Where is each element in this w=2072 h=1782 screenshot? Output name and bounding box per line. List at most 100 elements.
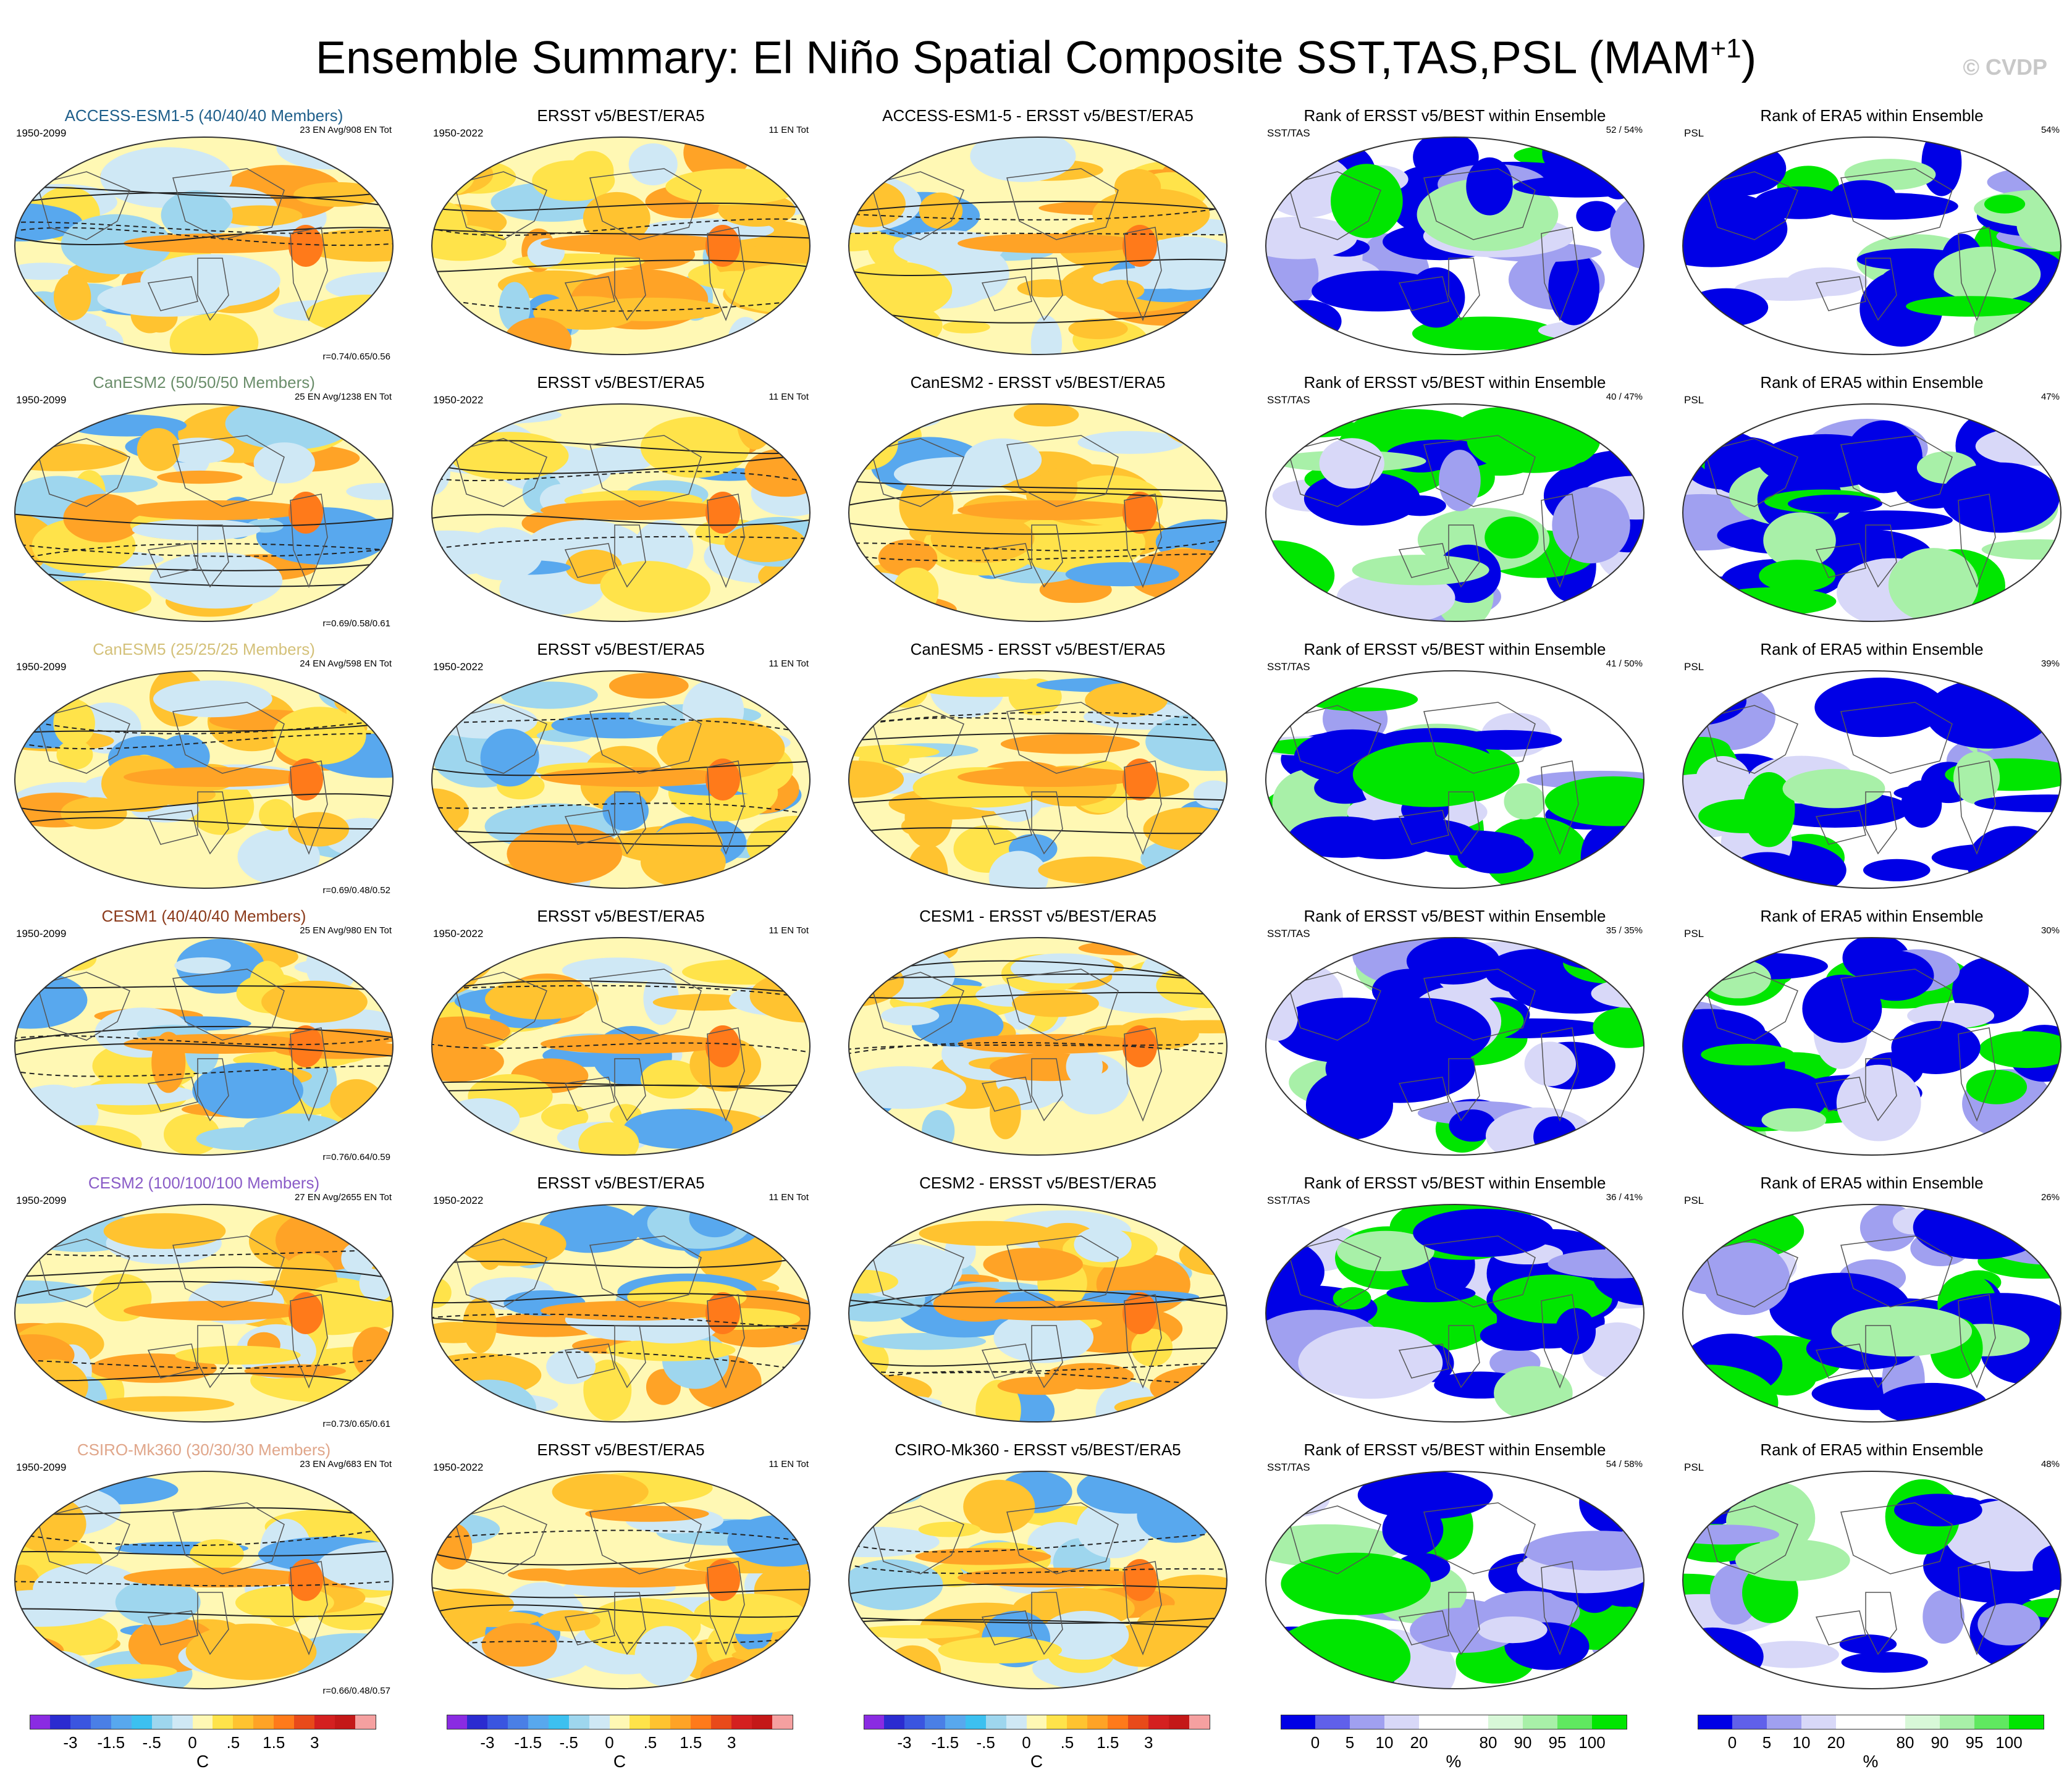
anomaly-region [485, 978, 599, 1020]
rank-sst-title: Rank of ERSST v5/BEST within Ensemble [1303, 106, 1606, 125]
observation-panel: ERSST v5/BEST/ERA5 1950-2022 11 EN Tot [423, 907, 819, 1172]
anomaly-region [938, 1637, 1062, 1663]
anomaly-region [641, 1060, 702, 1099]
rank-region [1830, 180, 1896, 211]
rank-region [1352, 742, 1507, 807]
rank-psl-title: Rank of ERA5 within Ensemble [1760, 640, 1984, 658]
colorbar-swatch [1698, 1715, 1733, 1729]
coastline [1398, 810, 1449, 845]
anomaly-region [330, 1079, 383, 1122]
rank-region [1684, 288, 1769, 327]
colorbar-swatch [1384, 1715, 1420, 1729]
colorbar-tick: .5 [1060, 1733, 1074, 1752]
anomaly-region [849, 1526, 940, 1558]
colorbar-swatch [294, 1715, 316, 1729]
coastline [614, 1058, 646, 1122]
map-border [1682, 403, 2061, 622]
anomaly-region [997, 1376, 1079, 1395]
composite-map [14, 670, 394, 889]
anomaly-region [562, 957, 673, 983]
coastline [36, 438, 130, 507]
colorbar-swatch [1488, 1715, 1523, 1729]
colorbar-swatch [1108, 1715, 1129, 1729]
anomaly-region [628, 143, 678, 186]
anomaly-region [1074, 1227, 1132, 1263]
colorbar-swatch [1026, 1715, 1048, 1729]
psl-contour [15, 1580, 393, 1587]
map-border [14, 403, 394, 622]
south-america-warm [1122, 492, 1157, 534]
psl-contour [15, 721, 393, 734]
colorbar-swatch [30, 1715, 51, 1729]
rank-sst-percent: 54 / 58% [1606, 1459, 1643, 1469]
anomaly-region [583, 1360, 632, 1421]
rank-sst-label: SST/TAS [1267, 928, 1310, 939]
enso-warm-band [541, 1568, 726, 1587]
rank-psl-title: Rank of ERA5 within Ensemble [1760, 373, 1984, 392]
rank-map [1682, 937, 2061, 1156]
map-border [1265, 670, 1645, 889]
rank-sst-title: Rank of ERSST v5/BEST within Ensemble [1303, 907, 1606, 925]
rank-colorbar: 0 5 10 20 80 90 95 100% [1698, 1715, 2044, 1776]
psl-contour [849, 538, 1227, 552]
anomaly-region [1010, 953, 1115, 984]
map-border [1682, 937, 2061, 1156]
difference-panel: CanESM5 - ERSST v5/BEST/ERA5 [840, 640, 1236, 906]
rank-map [1265, 1204, 1645, 1423]
coastline [1006, 969, 1119, 1041]
coastline [1958, 760, 1996, 855]
pattern-correlation: r=0.74/0.65/0.56 [322, 351, 390, 362]
colorbar-swatch [1087, 1715, 1109, 1729]
anomaly-region [18, 1359, 88, 1413]
psl-contour [15, 227, 393, 246]
enso-warm-band [541, 1034, 726, 1054]
rank-psl-panel: Rank of ERA5 within Ensemble PSL 54% [1674, 106, 2070, 372]
difference-panel: CSIRO-Mk360 - ERSST v5/BEST/ERA5 [840, 1440, 1236, 1706]
observation-panel: ERSST v5/BEST/ERA5 1950-2022 11 EN Tot [423, 106, 819, 372]
south-america-warm [705, 1025, 740, 1067]
rank-psl-title: Rank of ERA5 within Ensemble [1760, 106, 1984, 125]
rank-region [1704, 959, 1771, 999]
colorbar-swatch [1067, 1715, 1089, 1729]
coastline [589, 969, 702, 1041]
psl-contour [849, 1347, 1227, 1367]
enso-warm-band [958, 1034, 1143, 1054]
rank-region [1504, 783, 1546, 820]
colorbar-swatch [253, 1715, 275, 1729]
anomaly-region [1078, 941, 1172, 956]
colorbar-swatch [772, 1715, 793, 1729]
rank-region [1782, 768, 1885, 809]
obs-period-label: 1950-2022 [433, 1195, 484, 1206]
colorbar-swatch [1732, 1715, 1767, 1729]
anomaly-region [1092, 188, 1210, 240]
obs-title: ERSST v5/BEST/ERA5 [537, 373, 705, 392]
period-label: 1950-2099 [16, 1461, 67, 1473]
colorbar-swatch [670, 1715, 692, 1729]
anomaly-region [1076, 1498, 1153, 1558]
anomaly-region [970, 137, 1076, 182]
pattern-correlation: r=0.69/0.58/0.61 [322, 618, 390, 629]
south-america-warm [288, 759, 323, 801]
anomaly-region [480, 728, 539, 787]
colorbar-unit: C [613, 1752, 626, 1771]
anomaly-region [253, 442, 315, 484]
coastline [707, 760, 745, 855]
south-america-warm [705, 759, 740, 801]
difference-title: CESM1 - ERSST v5/BEST/ERA5 [919, 907, 1156, 925]
colorbar-tick: 5 [1345, 1733, 1355, 1752]
psl-contour [432, 760, 810, 776]
rank-region [1893, 1494, 1982, 1527]
coastline [614, 258, 646, 321]
anomaly-region [578, 446, 654, 474]
rank-region [1319, 438, 1384, 489]
colorbar-swatch [2009, 1715, 2044, 1729]
temp-colorbar: -3 -1.5 -.5 0 .5 1.5 3 C [447, 1715, 793, 1776]
colorbar-tick: 10 [1375, 1733, 1394, 1752]
coastline [197, 1058, 229, 1122]
temp-colorbar: -3 -1.5 -.5 0 .5 1.5 3 C [30, 1715, 376, 1776]
rank-region [1579, 1471, 1644, 1533]
obs-event-stats: 11 EN Tot [769, 1192, 809, 1203]
coastline [1006, 1502, 1119, 1574]
rank-region [1413, 1209, 1554, 1257]
map-border [1265, 403, 1645, 622]
